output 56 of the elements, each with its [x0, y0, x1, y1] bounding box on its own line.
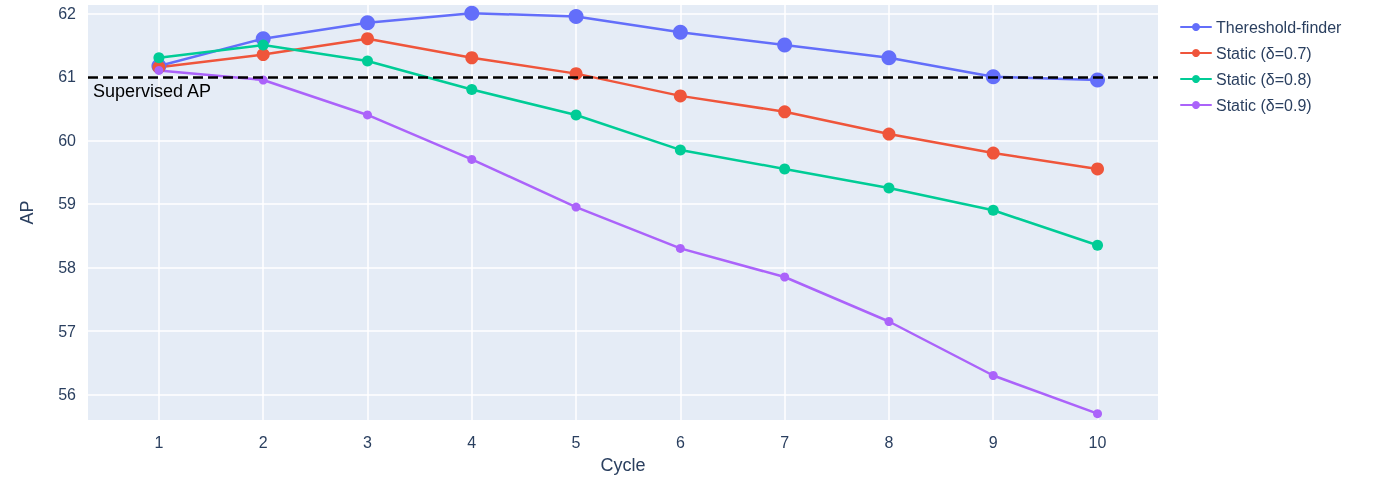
y-tick-label: 60 [58, 131, 77, 149]
y-axis-title: AP [17, 200, 37, 225]
y-tick-label: 59 [58, 195, 77, 213]
x-tick-label: 1 [154, 433, 164, 451]
point [467, 154, 477, 164]
y-tick-label: 56 [58, 386, 77, 404]
legend-label: Thereshold-finder [1216, 18, 1343, 36]
y-tick-label: 57 [58, 322, 77, 340]
point [988, 371, 998, 381]
point [464, 5, 480, 21]
x-tick-label: 10 [1088, 433, 1107, 451]
ref-line-label: Supervised AP [93, 80, 212, 101]
y-tick-label: 62 [58, 4, 77, 22]
point [568, 8, 584, 24]
x-tick-label: 9 [988, 433, 998, 451]
point [881, 50, 897, 66]
x-tick-label: 4 [467, 433, 477, 451]
legend-label: Static (δ=0.8) [1216, 70, 1312, 88]
x-tick-label: 6 [675, 433, 685, 451]
point [466, 84, 478, 96]
point [363, 110, 372, 120]
point [256, 48, 270, 62]
x-tick-label: 5 [571, 433, 581, 451]
point [675, 243, 685, 253]
point [465, 51, 479, 65]
x-axis-title: Cycle [600, 455, 646, 475]
point [361, 32, 374, 46]
point [779, 163, 791, 175]
point [360, 15, 375, 31]
point [673, 89, 687, 103]
point [1093, 409, 1103, 419]
point [362, 55, 373, 67]
y-tick-label: 61 [58, 68, 77, 86]
point [987, 204, 999, 216]
point [153, 52, 165, 64]
x-tick-label: 2 [258, 433, 268, 451]
point [1091, 162, 1105, 176]
point [1092, 239, 1104, 251]
legend-label: Static (δ=0.7) [1216, 44, 1312, 62]
point [778, 105, 792, 119]
point [674, 144, 686, 156]
legend-label: Static (δ=0.9) [1216, 96, 1312, 114]
x-tick-label: 8 [884, 433, 894, 451]
point [777, 37, 793, 53]
y-tick-label: 58 [58, 258, 77, 276]
point [883, 182, 895, 194]
point [882, 127, 896, 141]
point [257, 39, 269, 51]
x-tick-label: 7 [780, 433, 790, 451]
point [672, 24, 688, 40]
point [570, 109, 582, 121]
point [780, 272, 790, 282]
point [571, 202, 581, 212]
x-tick-label: 3 [363, 433, 373, 451]
point [986, 146, 1000, 160]
point [884, 317, 894, 326]
